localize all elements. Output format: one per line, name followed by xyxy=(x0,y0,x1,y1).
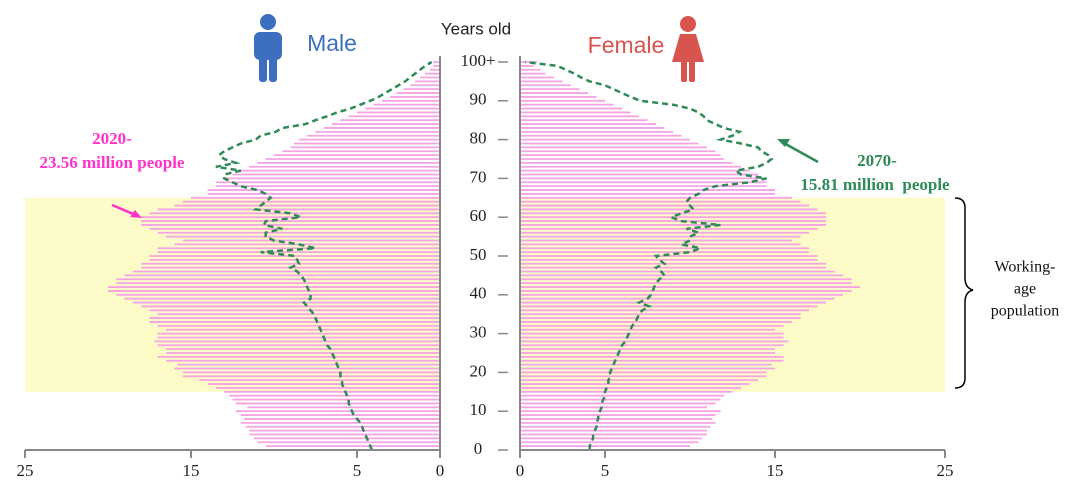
y-tick-label: 30 xyxy=(470,323,487,342)
y-tick-label: 60 xyxy=(470,206,487,225)
brace xyxy=(954,197,974,389)
axis-layer: 0 5 15 25 0 5 15 25 0 10 20 30 40 50 60 70 80 90 100+ xyxy=(17,51,954,480)
y-tick-label: 90 xyxy=(470,90,487,109)
y-tick-label: 70 xyxy=(470,167,487,186)
annotation-arrow xyxy=(777,139,819,164)
x-tick-label: 0 xyxy=(516,461,525,480)
panel-title: Female xyxy=(588,32,665,58)
panel-title: Male xyxy=(307,30,357,56)
series-line xyxy=(215,60,433,451)
annotation: 15.81 million people xyxy=(800,175,950,194)
line-layer xyxy=(215,60,774,451)
annotation: 23.56 million people xyxy=(40,153,185,172)
y-tick-label: 50 xyxy=(470,245,487,264)
bar-layer xyxy=(108,61,860,451)
band-label: age xyxy=(1014,281,1036,298)
y-tick-label: 40 xyxy=(470,284,487,303)
male-icon xyxy=(254,14,282,82)
y-tick-label: 100+ xyxy=(460,51,495,70)
band-label: population xyxy=(991,303,1059,320)
y-tick-label: 0 xyxy=(474,439,483,458)
band-label: Working- xyxy=(995,259,1056,276)
x-tick-label: 25 xyxy=(937,461,954,480)
x-tick-label: 0 xyxy=(436,461,445,480)
annotation: 2020- xyxy=(92,129,132,148)
female-icon xyxy=(672,16,704,82)
x-tick-label: 25 xyxy=(17,461,34,480)
y-tick-label: 20 xyxy=(470,361,487,380)
y-tick-label: 10 xyxy=(470,400,487,419)
y-axis-label: Years old xyxy=(441,19,511,38)
x-tick-label: 15 xyxy=(183,461,200,480)
x-tick-label: 5 xyxy=(353,461,362,480)
x-tick-label: 5 xyxy=(601,461,610,480)
series-line xyxy=(524,60,774,450)
annotation: 2070- xyxy=(857,151,897,170)
annotation-arrow xyxy=(111,203,142,218)
x-tick-label: 15 xyxy=(767,461,784,480)
y-tick-label: 80 xyxy=(470,129,487,148)
